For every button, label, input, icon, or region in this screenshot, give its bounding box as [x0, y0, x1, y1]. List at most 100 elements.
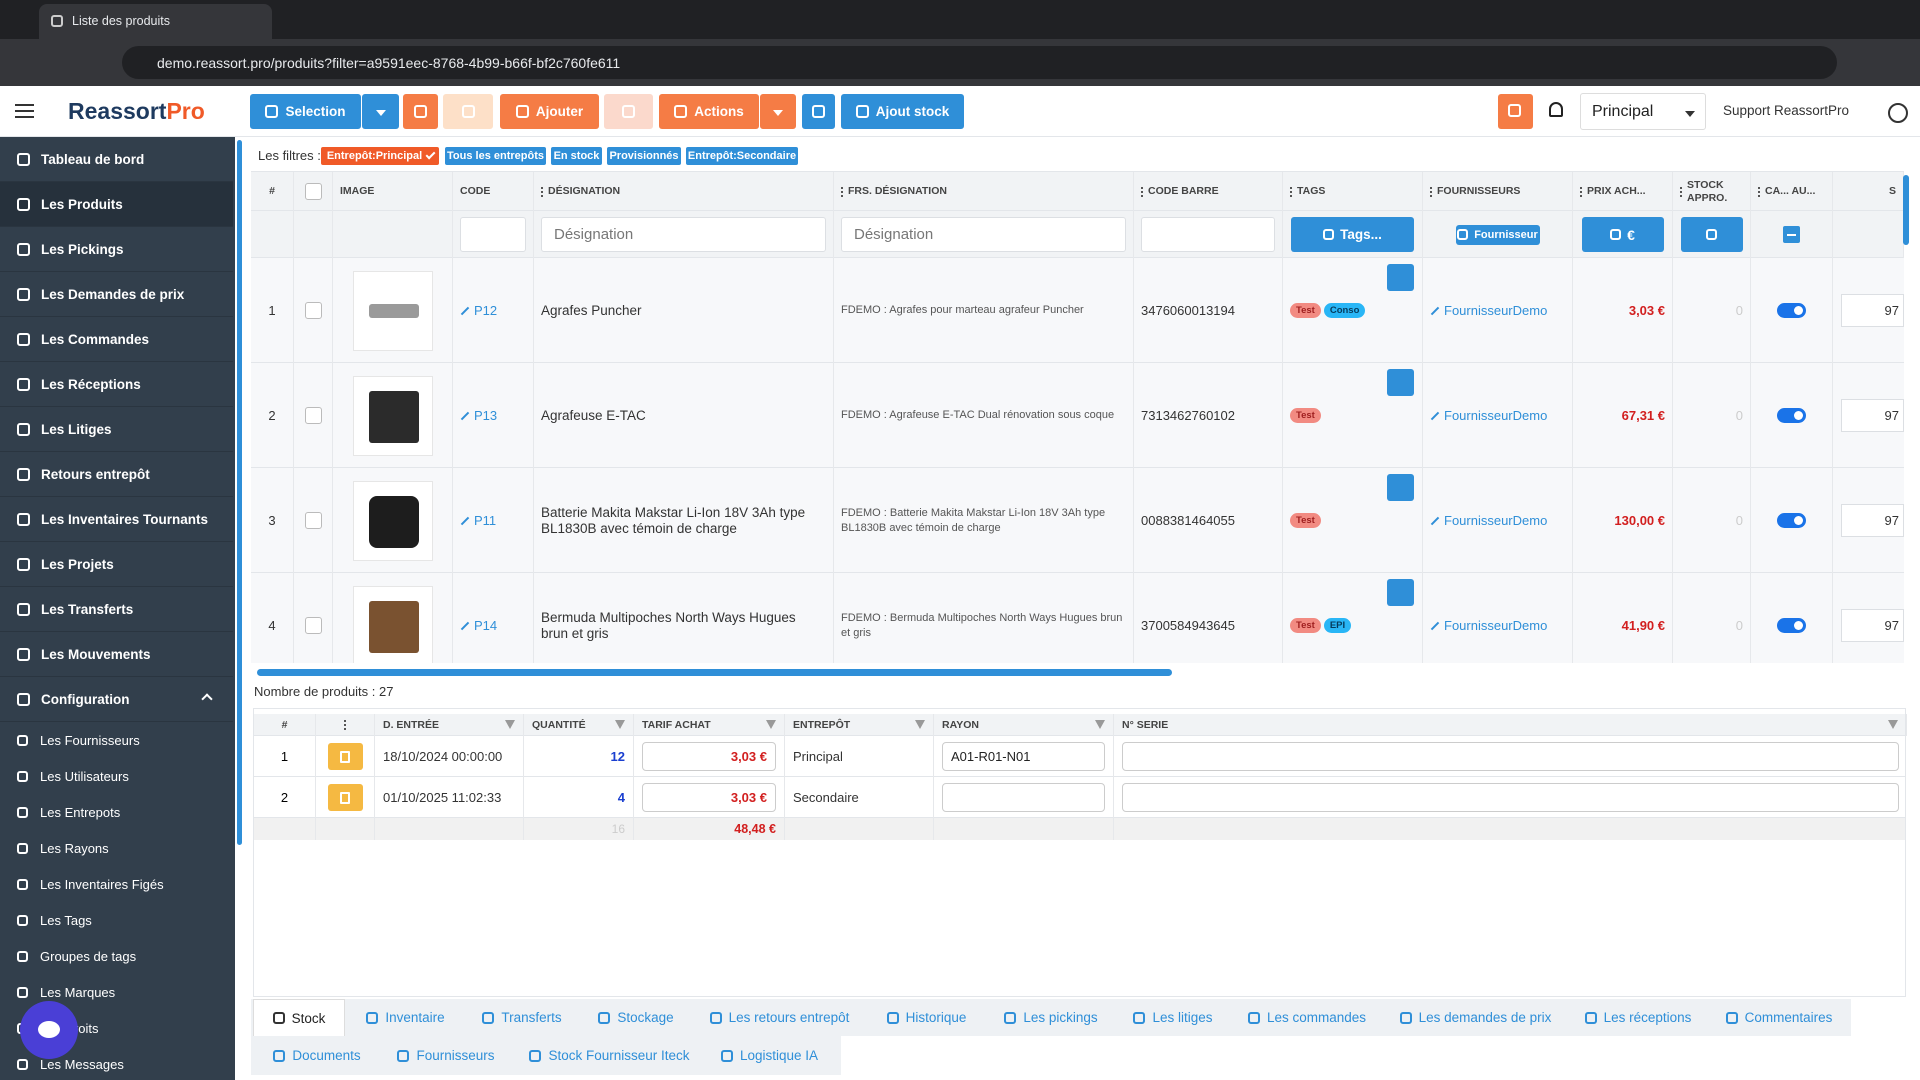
browser-tab[interactable]: Liste des produits: [39, 4, 272, 39]
tag-edit-button[interactable]: [1387, 369, 1414, 396]
sidebar-item[interactable]: Les Demandes de prix: [0, 272, 233, 317]
sidebar-subitem[interactable]: Les Tags: [0, 902, 233, 938]
filter-icon[interactable]: [1095, 720, 1105, 729]
checkbox[interactable]: [304, 407, 322, 424]
checkbox[interactable]: [304, 183, 322, 200]
sidebar-subitem[interactable]: Les Messages: [0, 1046, 233, 1080]
toggle[interactable]: [1777, 513, 1806, 528]
delete-button[interactable]: [327, 743, 363, 770]
detail-input[interactable]: [1122, 783, 1899, 812]
filter-icon[interactable]: [505, 720, 515, 729]
sidebar-item[interactable]: Les Projets: [0, 542, 233, 587]
tab[interactable]: Les commandes: [1232, 999, 1382, 1036]
filter-chip[interactable]: Provisionnés: [607, 147, 681, 165]
tag-edit-button[interactable]: [1387, 474, 1414, 501]
menu-button[interactable]: [15, 104, 34, 118]
help[interactable]: [1888, 103, 1908, 123]
tab[interactable]: Les litiges: [1118, 999, 1228, 1036]
toolbar-button[interactable]: [760, 94, 796, 129]
sidebar-subitem[interactable]: Les Fournisseurs: [0, 722, 233, 758]
tab[interactable]: Historique: [869, 999, 984, 1036]
sidebar-subitem[interactable]: Les Inventaires Figés: [0, 866, 233, 902]
qty-input[interactable]: 97: [1841, 294, 1904, 327]
tab[interactable]: Stockage: [582, 999, 690, 1036]
address-bar[interactable]: demo.reassort.pro/produits?filter=a9591e…: [122, 46, 1837, 79]
filter-button[interactable]: [1680, 217, 1743, 252]
sidebar-item[interactable]: Les Produits: [0, 182, 233, 227]
supplier-link[interactable]: FournisseurDemo: [1444, 303, 1548, 318]
filter-icon[interactable]: [1888, 720, 1898, 729]
tab[interactable]: Commentaires: [1711, 999, 1847, 1036]
supplier-link[interactable]: FournisseurDemo: [1444, 408, 1548, 423]
tab[interactable]: Transferts: [466, 999, 578, 1036]
delete-button[interactable]: [327, 784, 363, 811]
product-row[interactable]: 2 P13 Agrafeuse E-TAC FDEMO : Agrafeuse E-T…: [251, 363, 1904, 468]
sidebar-subitem[interactable]: Groupes de tags: [0, 938, 233, 974]
toolbar-button[interactable]: [443, 94, 493, 129]
toolbar-button[interactable]: Ajout stock: [841, 94, 964, 129]
sidebar-item[interactable]: Les Réceptions: [0, 362, 233, 407]
checkbox[interactable]: [304, 617, 322, 634]
notifications[interactable]: [1549, 102, 1563, 117]
sidebar-item[interactable]: Les Pickings: [0, 227, 233, 272]
detail-input[interactable]: A01-R01-N01: [942, 742, 1105, 771]
tag-edit-button[interactable]: [1387, 264, 1414, 291]
filter-chip[interactable]: Tous les entrepôts: [445, 147, 546, 165]
product-code[interactable]: P12: [474, 303, 498, 318]
supplier-link[interactable]: FournisseurDemo: [1444, 618, 1548, 633]
sidebar-item[interactable]: Tableau de bord: [0, 137, 233, 182]
import-button[interactable]: [1498, 94, 1533, 129]
tab[interactable]: Documents: [257, 1036, 377, 1075]
toolbar-button[interactable]: [403, 94, 438, 129]
sidebar-subitem[interactable]: Les Rayons: [0, 830, 233, 866]
sidebar-section[interactable]: Configuration: [0, 677, 233, 722]
sidebar-item[interactable]: Retours entrepôt: [0, 452, 233, 497]
filter-input[interactable]: [460, 217, 526, 252]
filter-button[interactable]: Tags...: [1291, 217, 1414, 252]
checkbox[interactable]: [304, 512, 322, 529]
supplier-link[interactable]: FournisseurDemo: [1444, 513, 1548, 528]
filter-input[interactable]: Désignation: [541, 217, 826, 252]
filter-input[interactable]: [1141, 217, 1275, 252]
tab[interactable]: Les retours entrepôt: [694, 999, 865, 1036]
filter-button[interactable]: Fournisseur: [1455, 224, 1540, 245]
qty-input[interactable]: 97: [1841, 399, 1904, 432]
tab[interactable]: Inventaire: [349, 999, 462, 1036]
tab[interactable]: Stock Fournisseur Iteck: [515, 1036, 704, 1075]
toggle[interactable]: [1777, 618, 1806, 633]
sidebar-subitem[interactable]: Les Entrepots: [0, 794, 233, 830]
filter-chip[interactable]: Entrepôt:Secondaire: [686, 147, 798, 165]
tab[interactable]: Les pickings: [988, 999, 1114, 1036]
detail-input[interactable]: 3,03 €: [642, 742, 776, 771]
filter-icon[interactable]: [766, 720, 776, 729]
toolbar-button[interactable]: [604, 94, 653, 129]
qty-input[interactable]: 97: [1841, 609, 1904, 642]
toolbar-button[interactable]: [802, 94, 835, 129]
toolbar-button[interactable]: Selection: [250, 94, 361, 129]
product-row[interactable]: 1 P12 Agrafes Puncher FDEMO : Agrafes pour …: [251, 258, 1904, 363]
sidebar-item[interactable]: Les Inventaires Tournants: [0, 497, 233, 542]
product-row[interactable]: 4 P14 Bermuda Multipoches North Ways Hugue…: [251, 573, 1904, 663]
sidebar-item[interactable]: Les Mouvements: [0, 632, 233, 677]
filter-icon[interactable]: [915, 720, 925, 729]
product-code[interactable]: P11: [474, 513, 497, 528]
sidebar-item[interactable]: Les Commandes: [0, 317, 233, 362]
product-code[interactable]: P13: [474, 408, 498, 423]
sidebar-subitem[interactable]: Les Marques: [0, 974, 233, 1010]
filter-input[interactable]: Désignation: [841, 217, 1126, 252]
detail-input[interactable]: 3,03 €: [642, 783, 776, 812]
filter-chip[interactable]: En stock: [551, 147, 602, 165]
support-menu[interactable]: Support ReassortPro: [1723, 103, 1850, 118]
toolbar-button[interactable]: Ajouter: [500, 94, 599, 129]
clear-button[interactable]: [1783, 226, 1800, 243]
sidebar-item[interactable]: Les Litiges: [0, 407, 233, 452]
qty-input[interactable]: 97: [1841, 504, 1904, 537]
toggle[interactable]: [1777, 303, 1806, 318]
tag-edit-button[interactable]: [1387, 579, 1414, 606]
filter-chip[interactable]: Entrepôt:Principal: [321, 147, 439, 165]
filter-button[interactable]: €: [1581, 217, 1664, 252]
sidebar-item[interactable]: Les Transferts: [0, 587, 233, 632]
tab[interactable]: Les demandes de prix: [1386, 999, 1565, 1036]
tab[interactable]: Fournisseurs: [383, 1036, 509, 1075]
checkbox[interactable]: [304, 302, 322, 319]
